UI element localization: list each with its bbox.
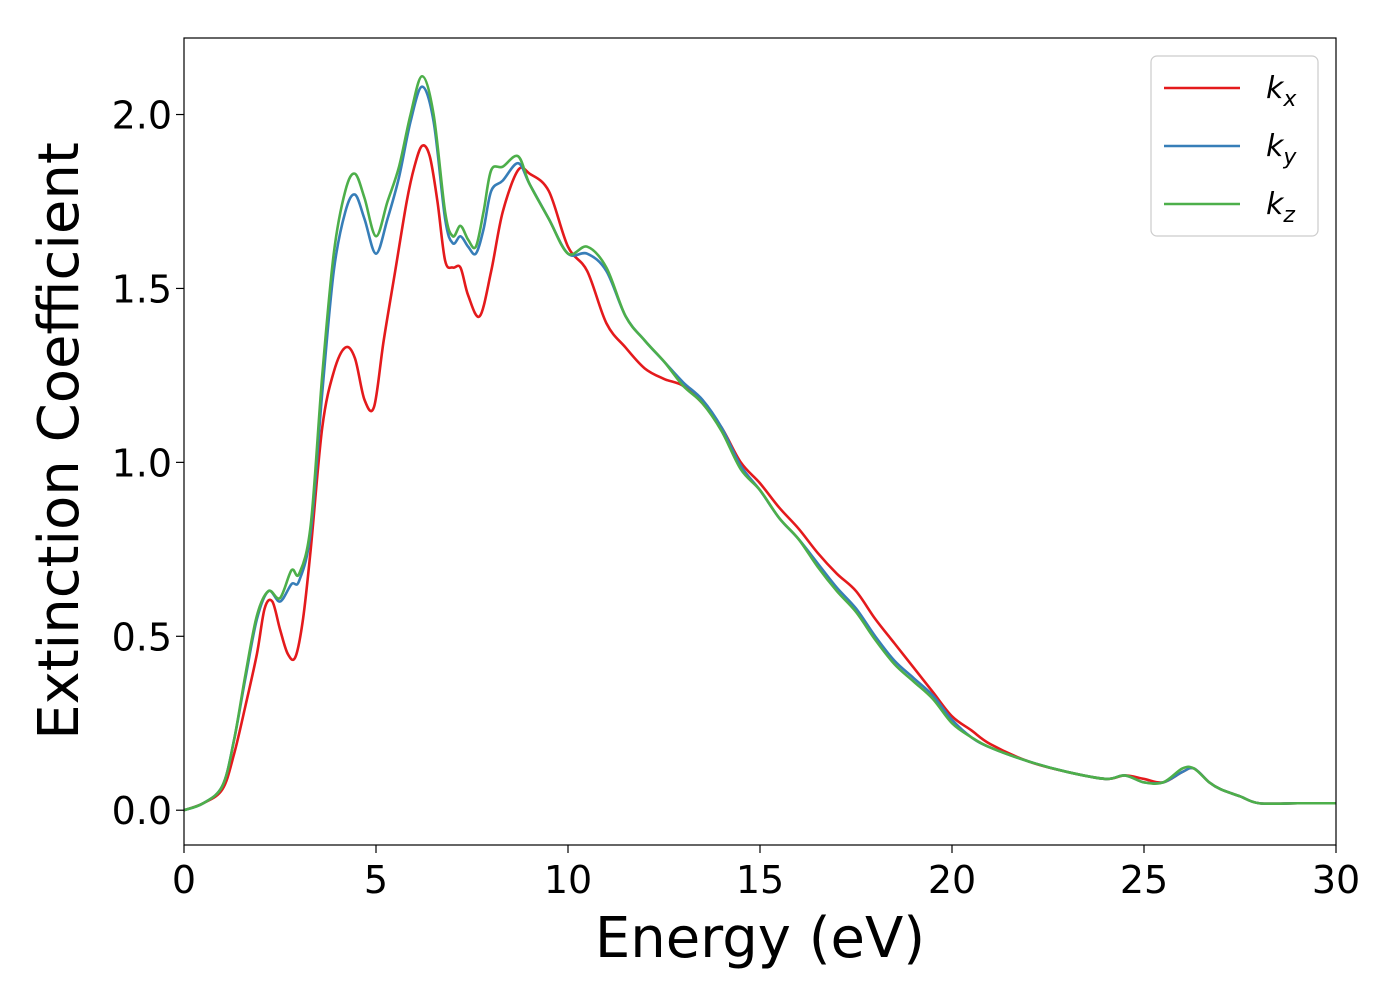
x-tick-label: 30	[1312, 858, 1360, 902]
y-tick-label: 1.0	[112, 441, 172, 485]
y-tick-label: 0.0	[112, 789, 172, 833]
legend: kx ky kz	[1150, 55, 1319, 237]
x-axis-label: Energy (eV)	[595, 906, 925, 971]
x-tick-label: 15	[736, 858, 784, 902]
x-tick-label: 20	[928, 858, 976, 902]
x-axis-ticks: 0 5 10 15 20 25 30	[172, 845, 1360, 902]
series-line-kz	[184, 74, 1336, 812]
y-axis-label: Extinction Coefficient	[27, 142, 92, 740]
y-tick-label: 0.5	[112, 615, 172, 659]
x-tick-label: 10	[544, 858, 592, 902]
x-tick-label: 0	[172, 858, 196, 902]
x-tick-label: 5	[364, 858, 388, 902]
y-axis-ticks: 0.0 0.5 1.0 1.5 2.0	[112, 94, 184, 833]
legend-label-kx: kx	[1266, 71, 1297, 112]
y-tick-label: 2.0	[112, 94, 172, 138]
y-tick-label: 1.5	[112, 267, 172, 311]
legend-label-ky: ky	[1266, 129, 1297, 170]
plot-lines	[184, 74, 1336, 812]
x-tick-label: 25	[1120, 858, 1168, 902]
series-line-kx	[184, 144, 1336, 812]
legend-label-kz: kz	[1266, 187, 1295, 228]
